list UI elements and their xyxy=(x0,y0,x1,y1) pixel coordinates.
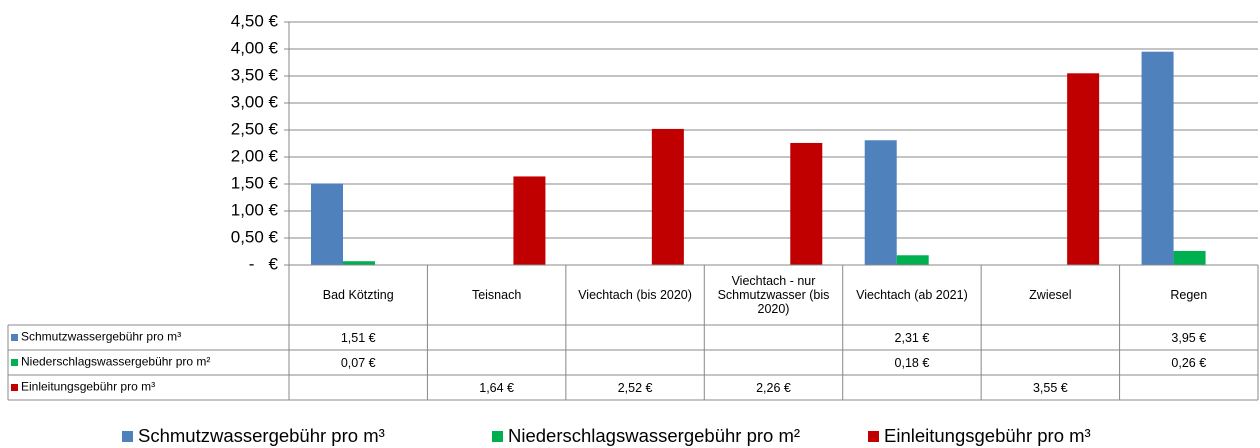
data-label: 2,26 € xyxy=(756,381,791,395)
y-tick-label: 3,50 € xyxy=(231,65,279,84)
legend-key xyxy=(11,334,18,341)
data-label: 3,95 € xyxy=(1171,331,1206,345)
x-tick-label: Viechtach (bis 2020) xyxy=(578,288,692,302)
bar xyxy=(1173,250,1206,265)
legend-key xyxy=(11,359,18,366)
legend-key xyxy=(492,431,503,442)
data-label: 2,52 € xyxy=(618,381,653,395)
x-tick-label-cell: Bad Kötzting xyxy=(322,288,394,302)
y-tick-label: 3,00 € xyxy=(231,92,279,111)
y-tick-label: 1,50 € xyxy=(231,173,279,192)
legend-key xyxy=(868,431,879,442)
y-tick-label: 4,00 € xyxy=(231,38,279,57)
legend-label: Niederschlagswassergebühr pro m² xyxy=(508,425,800,446)
legend-key xyxy=(11,384,18,391)
x-tick-label: Teisnach xyxy=(471,288,522,302)
table-row-label: Schmutzwassergebühr pro m³ xyxy=(21,330,181,344)
data-label: 0,26 € xyxy=(1171,356,1206,370)
y-tick-label: 2,50 € xyxy=(231,119,279,138)
bar xyxy=(1141,51,1174,266)
bar xyxy=(790,142,823,265)
x-tick-label: Viechtach (ab 2021) xyxy=(856,288,968,302)
x-tick-label-cell: Viechtach - nur Schmutzwasser (bis 2020) xyxy=(717,274,830,316)
x-tick-label-cell: Zwiesel xyxy=(1029,288,1072,302)
x-tick-label: Bad Kötzting xyxy=(322,288,394,302)
table-row-label: Niederschlagswassergebühr pro m² xyxy=(21,355,210,369)
y-tick-label: 1,00 € xyxy=(231,200,279,219)
data-label: 0,18 € xyxy=(895,356,930,370)
data-label: 0,07 € xyxy=(341,356,376,370)
bar xyxy=(513,176,546,265)
x-tick-label-cell: Viechtach (ab 2021) xyxy=(856,288,968,302)
bar xyxy=(864,140,897,265)
bar xyxy=(651,128,684,265)
x-tick-label: Regen xyxy=(1170,288,1208,302)
data-label: 1,51 € xyxy=(341,331,376,345)
bar xyxy=(896,255,929,265)
x-tick-label: Viechtach - nur Schmutzwasser (bis 2020) xyxy=(717,274,830,316)
bar xyxy=(311,183,343,265)
x-tick-label-cell: Viechtach (bis 2020) xyxy=(578,288,692,302)
y-tick-label: 0,50 € xyxy=(231,227,279,246)
y-tick-label: 2,00 € xyxy=(231,146,279,165)
legend-label: Einleitungsgebühr pro m³ xyxy=(884,425,1091,446)
data-label: 3,55 € xyxy=(1033,381,1068,395)
bar xyxy=(343,261,375,265)
bar xyxy=(1067,73,1100,265)
x-tick-label-cell: Teisnach xyxy=(471,288,522,302)
legend-key xyxy=(122,431,133,442)
x-tick-label: Zwiesel xyxy=(1029,288,1072,302)
y-tick-label: - € xyxy=(249,254,279,273)
table-row-label: Einleitungsgebühr pro m³ xyxy=(21,380,155,394)
x-tick-label-cell: Regen xyxy=(1170,288,1208,302)
y-tick-label: 4,50 € xyxy=(231,11,279,30)
legend-label: Schmutzwassergebühr pro m³ xyxy=(138,425,385,446)
data-label: 2,31 € xyxy=(895,331,930,345)
data-label: 1,64 € xyxy=(479,381,514,395)
